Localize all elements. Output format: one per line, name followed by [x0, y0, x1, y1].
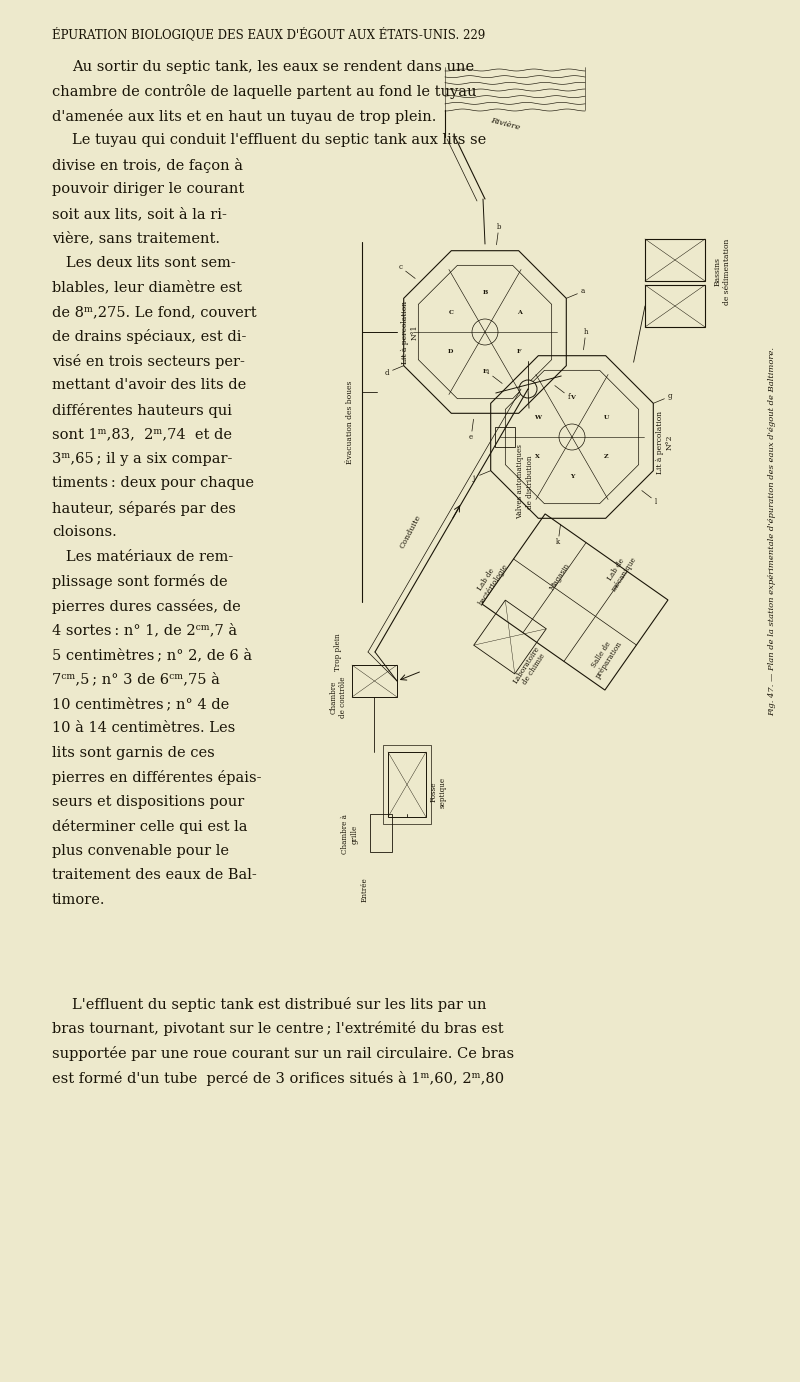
Text: 10 à 14 centimètres. Les: 10 à 14 centimètres. Les	[52, 721, 235, 735]
Bar	[383, 745, 431, 824]
Text: g: g	[668, 392, 672, 401]
Text: e: e	[469, 433, 474, 441]
Text: Y: Y	[570, 474, 574, 480]
Text: f: f	[568, 392, 570, 401]
Circle shape	[519, 380, 537, 398]
Text: X: X	[535, 455, 540, 459]
Text: divise en trois, de façon à: divise en trois, de façon à	[52, 158, 243, 173]
Text: pierres en différentes épais-: pierres en différentes épais-	[52, 771, 262, 785]
Text: visé en trois secteurs per-: visé en trois secteurs per-	[52, 354, 245, 369]
Text: Les matériaux de rem-: Les matériaux de rem-	[52, 550, 234, 564]
Text: plus convenable pour le: plus convenable pour le	[52, 844, 229, 858]
Text: E: E	[482, 369, 487, 375]
Text: h: h	[583, 328, 588, 336]
Text: Chambre à
grille: Chambre à grille	[342, 814, 358, 854]
Text: est formé d'un tube  percé de 3 orifices situés à 1ᵐ,60, 2ᵐ,80: est formé d'un tube percé de 3 orifices …	[52, 1071, 504, 1085]
Text: d'amenée aux lits et en haut un tuyau de trop plein.: d'amenée aux lits et en haut un tuyau de…	[52, 109, 436, 124]
Text: Entrée: Entrée	[361, 878, 369, 901]
Text: vière, sans traitement.: vière, sans traitement.	[52, 232, 220, 246]
Text: 3ᵐ,65 ; il y a six compar-: 3ᵐ,65 ; il y a six compar-	[52, 452, 232, 466]
Text: 4 sortes : n° 1, de 2ᶜᵐ,7 à: 4 sortes : n° 1, de 2ᶜᵐ,7 à	[52, 623, 237, 637]
Text: ÉPURATION BIOLOGIQUE DES EAUX D'ÉGOUT AUX ÉTATS-UNIS. 229: ÉPURATION BIOLOGIQUE DES EAUX D'ÉGOUT AU…	[52, 28, 486, 41]
Bar	[352, 665, 397, 697]
Text: pierres dures cassées, de: pierres dures cassées, de	[52, 598, 241, 614]
Text: Fosse
septique: Fosse septique	[430, 777, 446, 807]
Text: c: c	[399, 264, 403, 271]
Text: Chambre
de contrôle: Chambre de contrôle	[330, 676, 346, 717]
Text: mettant d'avoir des lits de: mettant d'avoir des lits de	[52, 379, 246, 392]
Text: a: a	[581, 287, 585, 296]
Text: l: l	[655, 498, 657, 506]
Text: sont 1ᵐ,83,  2ᵐ,74  et de: sont 1ᵐ,83, 2ᵐ,74 et de	[52, 427, 232, 441]
Text: L'effluent du septic tank est distribué sur les lits par un: L'effluent du septic tank est distribué …	[72, 996, 486, 1012]
Text: F: F	[517, 350, 522, 354]
Text: Z: Z	[604, 455, 609, 459]
Text: pouvoir diriger le courant: pouvoir diriger le courant	[52, 182, 244, 196]
Bar	[495, 427, 515, 446]
Text: timore.: timore.	[52, 893, 106, 907]
Text: différentes hauteurs qui: différentes hauteurs qui	[52, 404, 232, 417]
Text: 5 centimètres ; n° 2, de 6 à: 5 centimètres ; n° 2, de 6 à	[52, 648, 252, 662]
Text: j: j	[473, 474, 475, 481]
Text: déterminer celle qui est la: déterminer celle qui est la	[52, 820, 247, 835]
Text: 10 centimètres ; n° 4 de: 10 centimètres ; n° 4 de	[52, 697, 230, 710]
Text: i: i	[486, 369, 489, 376]
Text: seurs et dispositions pour: seurs et dispositions pour	[52, 795, 244, 808]
Text: Fig. 47. — Plan de la station expérimentale d'épuration des eaux d'égout de Balt: Fig. 47. — Plan de la station expériment…	[768, 347, 776, 716]
Bar	[645, 285, 705, 328]
Text: Trop plein: Trop plein	[334, 633, 342, 670]
Text: hauteur, séparés par des: hauteur, séparés par des	[52, 502, 236, 515]
Text: Valves automatiques
de distribution: Valves automatiques de distribution	[517, 445, 534, 520]
Text: Conduite: Conduite	[398, 514, 422, 550]
Bar	[388, 752, 426, 817]
Text: de drains spéciaux, est di-: de drains spéciaux, est di-	[52, 329, 246, 344]
Text: cloisons.: cloisons.	[52, 525, 117, 539]
Text: C: C	[448, 310, 453, 315]
Text: D: D	[448, 350, 454, 354]
Text: A: A	[517, 310, 522, 315]
Text: 7ᶜᵐ,5 ; n° 3 de 6ᶜᵐ,75 à: 7ᶜᵐ,5 ; n° 3 de 6ᶜᵐ,75 à	[52, 673, 220, 687]
Text: Lit à percolation
N°1: Lit à percolation N°1	[402, 300, 418, 363]
Text: Le tuyau qui conduit l'effluent du septic tank aux lits se: Le tuyau qui conduit l'effluent du septi…	[72, 134, 486, 148]
Text: de 8ᵐ,275. Le fond, couvert: de 8ᵐ,275. Le fond, couvert	[52, 305, 257, 319]
Text: U: U	[604, 415, 609, 420]
Text: b: b	[497, 223, 501, 231]
Text: Laboratoire
de chimie: Laboratoire de chimie	[511, 644, 549, 690]
Text: soit aux lits, soit à la ri-: soit aux lits, soit à la ri-	[52, 207, 227, 221]
Text: supportée par une roue courant sur un rail circulaire. Ce bras: supportée par une roue courant sur un ra…	[52, 1046, 514, 1061]
Text: traitement des eaux de Bal-: traitement des eaux de Bal-	[52, 868, 257, 883]
Text: Rivière: Rivière	[490, 116, 521, 131]
Text: Les deux lits sont sem-: Les deux lits sont sem-	[52, 256, 236, 269]
Text: Lab de
bactériologie: Lab de bactériologie	[470, 557, 510, 607]
Bar	[645, 239, 705, 281]
Text: Évacuation des boues: Évacuation des boues	[346, 380, 354, 464]
Text: bras tournant, pivotant sur le centre ; l'extrémité du bras est: bras tournant, pivotant sur le centre ; …	[52, 1021, 504, 1036]
Text: chambre de contrôle de laquelle partent au fond le tuyau: chambre de contrôle de laquelle partent …	[52, 84, 477, 100]
Text: timents : deux pour chaque: timents : deux pour chaque	[52, 477, 254, 491]
Text: Magasin: Magasin	[548, 561, 572, 593]
Text: Lab de
mécanique: Lab de mécanique	[602, 550, 638, 593]
Text: B: B	[482, 290, 488, 294]
Text: Au sortir du septic tank, les eaux se rendent dans une: Au sortir du septic tank, les eaux se re…	[72, 59, 474, 75]
Text: V: V	[570, 395, 574, 399]
Text: blables, leur diamètre est: blables, leur diamètre est	[52, 281, 242, 294]
Text: k: k	[556, 538, 560, 546]
Text: W: W	[534, 415, 542, 420]
Text: plissage sont formés de: plissage sont formés de	[52, 575, 228, 590]
Text: lits sont garnis de ces: lits sont garnis de ces	[52, 746, 214, 760]
Bar	[370, 814, 392, 851]
Text: Lit à percolation
N°2: Lit à percolation N°2	[656, 410, 674, 474]
Text: Salle de
préparation: Salle de préparation	[586, 634, 624, 680]
Text: Bassins
de sédimentation: Bassins de sédimentation	[714, 239, 730, 305]
Text: d: d	[385, 369, 390, 376]
